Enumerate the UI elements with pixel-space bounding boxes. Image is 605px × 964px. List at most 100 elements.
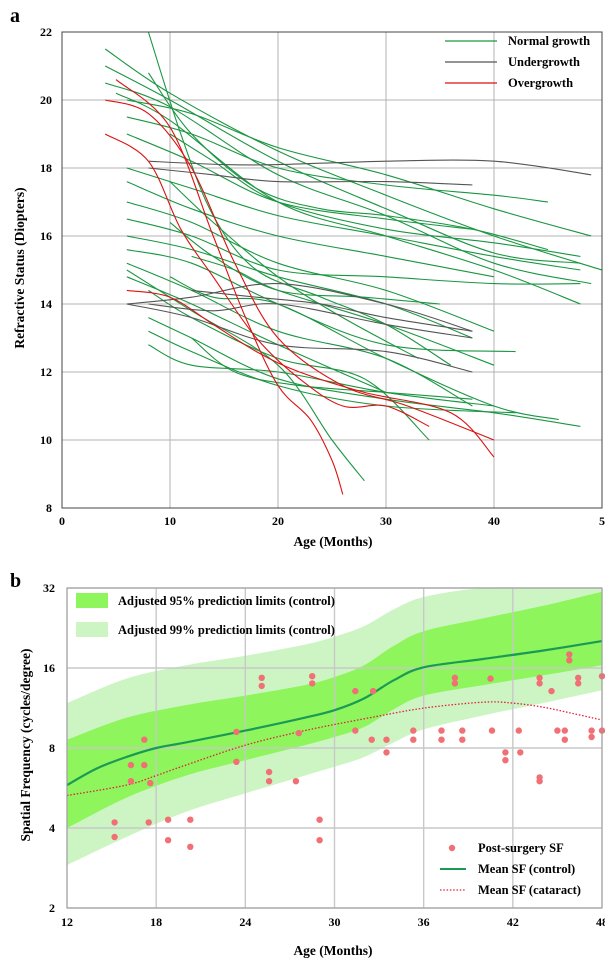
scatter-point-post-surgery xyxy=(588,733,595,741)
series-line-normal-growth xyxy=(126,181,495,278)
line-mean-sf-cataract xyxy=(66,701,603,797)
series-line-normal-growth xyxy=(148,289,430,441)
scatter-point-post-surgery xyxy=(561,727,568,734)
panel-b-legend-bottom: Post-surgery SF Mean SF (control) Mean S… xyxy=(440,841,581,897)
scatter-point-post-surgery xyxy=(352,727,359,734)
scatter-point-post-surgery xyxy=(295,729,302,737)
scatter-point-post-surgery xyxy=(566,657,573,664)
x-tick-label: 0 xyxy=(59,514,65,528)
series-line-normal-growth xyxy=(126,167,581,271)
series-line-undergrowth xyxy=(148,167,473,186)
series-line-normal-growth xyxy=(104,65,581,264)
series-line-undergrowth xyxy=(148,303,473,339)
scatter-point-post-surgery xyxy=(410,736,417,743)
panel-a-y-ticks: 8 10 12 14 16 18 20 22 xyxy=(40,25,52,515)
scatter-point-post-surgery xyxy=(187,843,194,850)
scatter-point-post-surgery xyxy=(566,651,573,658)
legend-label-mean-cataract: Mean SF (cataract) xyxy=(478,883,581,897)
scatter-point-post-surgery xyxy=(451,674,459,681)
scatter-point-post-surgery xyxy=(265,778,273,785)
scatter-point-post-surgery xyxy=(258,682,265,690)
series-line-normal-growth xyxy=(115,92,581,305)
scatter-point-post-surgery xyxy=(438,736,445,743)
scatter-point-post-surgery xyxy=(588,727,595,734)
x-tick-label: 5 xyxy=(599,514,605,528)
scatter-point-post-surgery xyxy=(292,778,300,785)
x-tick-label: 30 xyxy=(329,915,341,929)
scatter-point-post-surgery xyxy=(459,736,466,743)
panel-b-scatter-points xyxy=(111,651,605,850)
scatter-point-post-surgery xyxy=(309,680,316,687)
scatter-point-post-surgery xyxy=(536,674,543,681)
scatter-point-post-surgery xyxy=(352,687,359,695)
legend-label-99-band: Adjusted 99% prediction limits (control) xyxy=(118,623,335,637)
y-tick-label: 32 xyxy=(43,581,55,595)
series-line-normal-growth xyxy=(126,116,549,203)
y-tick-label: 12 xyxy=(40,365,52,379)
scatter-point-post-surgery xyxy=(187,816,194,823)
series-line-undergrowth xyxy=(148,159,592,176)
scatter-point-post-surgery xyxy=(459,727,466,734)
series-line-normal-growth xyxy=(169,276,559,421)
legend-label-undergrowth: Undergrowth xyxy=(508,55,580,69)
panel-b-mean-lines xyxy=(66,640,603,797)
y-tick-label: 20 xyxy=(40,93,52,107)
panel-b-plot-frame xyxy=(66,587,603,909)
x-tick-label: 18 xyxy=(150,915,162,929)
panel-a-series xyxy=(104,31,603,495)
legend-swatch-95-band xyxy=(76,593,108,608)
x-tick-label: 48 xyxy=(596,915,605,929)
legend-label-mean-control: Mean SF (control) xyxy=(478,862,575,876)
scatter-point-post-surgery xyxy=(127,761,135,769)
scatter-point-post-surgery xyxy=(536,778,543,785)
x-tick-label: 40 xyxy=(488,514,500,528)
scatter-point-post-surgery xyxy=(554,727,561,734)
series-line-normal-growth xyxy=(169,133,581,257)
scatter-point-post-surgery xyxy=(258,674,265,681)
y-tick-label: 22 xyxy=(40,25,52,39)
x-tick-label: 12 xyxy=(61,915,73,929)
legend-swatch-99-band xyxy=(76,622,108,637)
scatter-point-post-surgery xyxy=(438,727,445,734)
scatter-point-post-surgery xyxy=(487,675,494,682)
series-line-normal-growth xyxy=(147,72,549,251)
panel-b-label: b xyxy=(10,570,21,592)
legend-label-overgrowth: Overgrowth xyxy=(508,76,573,90)
scatter-point-post-surgery xyxy=(164,837,172,844)
series-line-normal-growth xyxy=(126,201,495,332)
scatter-point-post-surgery xyxy=(316,837,323,844)
scatter-point-post-surgery xyxy=(369,687,377,695)
panel-a-legend: Normal growth Undergrowth Overgrowth xyxy=(445,34,590,90)
scatter-point-post-surgery xyxy=(502,749,509,756)
panel-a-x-axis-label: Age (Months) xyxy=(293,534,372,549)
legend-label-95-band: Adjusted 95% prediction limits (control) xyxy=(118,594,335,608)
series-line-undergrowth xyxy=(126,303,473,373)
y-tick-label: 16 xyxy=(40,229,52,243)
panel-b-y-ticks: 2 4 8 16 32 xyxy=(43,581,55,915)
x-tick-label: 36 xyxy=(418,915,430,929)
scatter-point-post-surgery xyxy=(451,680,459,687)
series-line-normal-growth xyxy=(126,99,592,237)
scatter-point-post-surgery xyxy=(561,736,568,743)
scatter-point-post-surgery xyxy=(265,768,273,776)
scatter-point-post-surgery xyxy=(141,761,148,769)
panel-a-plot-frame xyxy=(61,31,603,509)
scatter-point-post-surgery xyxy=(368,736,375,743)
y-tick-label: 2 xyxy=(49,901,55,915)
x-tick-label: 30 xyxy=(380,514,392,528)
x-tick-label: 10 xyxy=(164,514,176,528)
x-tick-label: 24 xyxy=(239,915,251,929)
scatter-point-post-surgery xyxy=(410,727,417,734)
y-tick-label: 8 xyxy=(49,741,55,755)
series-line-normal-growth xyxy=(148,344,495,407)
scatter-point-post-surgery xyxy=(141,736,148,743)
legend-label-normal-growth: Normal growth xyxy=(508,34,590,48)
scatter-point-post-surgery xyxy=(147,779,154,787)
y-tick-label: 10 xyxy=(40,433,52,447)
y-tick-label: 16 xyxy=(43,661,55,675)
scatter-point-post-surgery xyxy=(383,736,390,743)
y-tick-label: 18 xyxy=(40,161,52,175)
series-line-normal-growth xyxy=(169,181,419,359)
